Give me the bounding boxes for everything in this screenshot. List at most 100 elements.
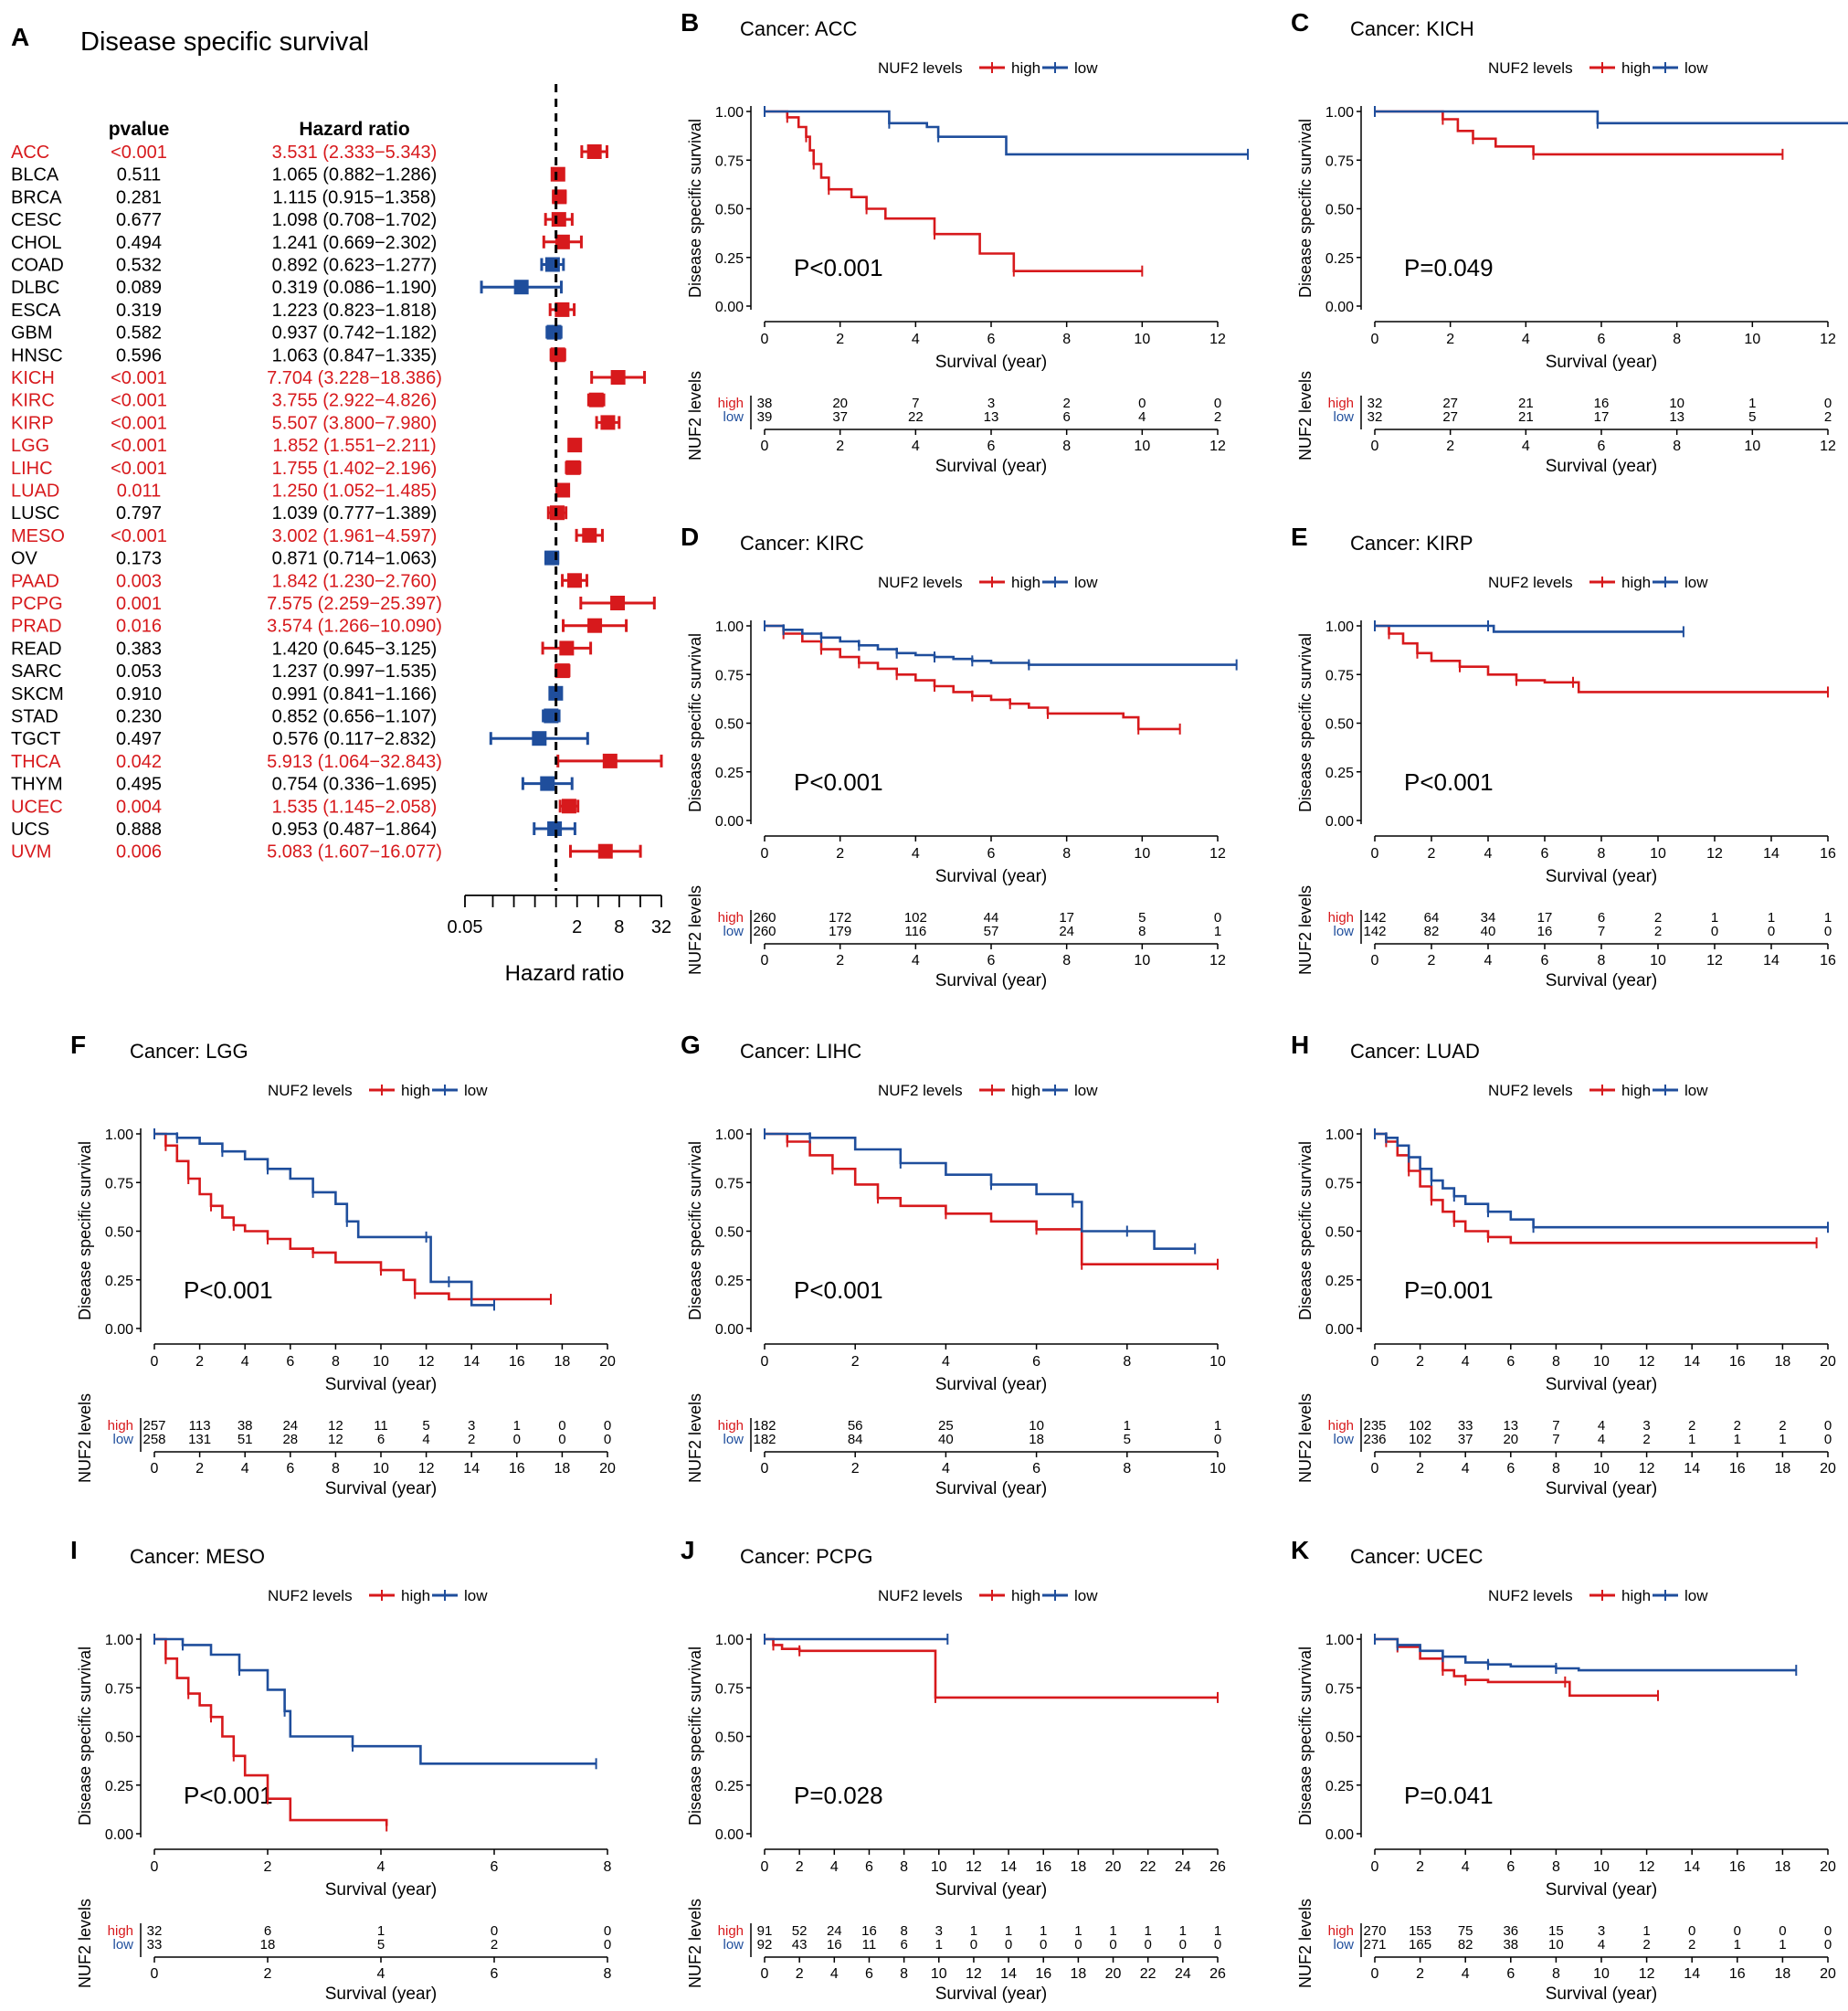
km-x-tick-label: 4 <box>912 332 920 347</box>
km-y-tick-label: 0.50 <box>1325 1731 1354 1746</box>
km-curve-low <box>765 624 1237 666</box>
risk-high-count: 142 <box>1363 910 1386 926</box>
risk-low-count: 0 <box>1824 1937 1832 1953</box>
forest-pvalue: <0.001 <box>111 459 167 479</box>
risk-x-tick-label: 12 <box>966 1966 982 1982</box>
km-x-tick-label: 8 <box>1552 1859 1560 1875</box>
risk-low-count: 6 <box>377 1432 385 1447</box>
forest-estimate-marker <box>555 482 571 498</box>
forest-hr-text: 1.420 (0.645−3.125) <box>272 639 438 659</box>
risk-low-count: 18 <box>260 1937 276 1953</box>
km-x-tick-label: 16 <box>1820 846 1836 862</box>
risk-high-count: 2 <box>1654 910 1662 926</box>
km-x-tick-label: 12 <box>1639 1859 1655 1875</box>
forest-pvalue: 0.383 <box>116 639 162 659</box>
km-y-tick-label: 1.00 <box>1325 1633 1354 1648</box>
forest-hr-text: 0.937 (0.742−1.182) <box>272 323 438 344</box>
risk-low-count: 16 <box>1537 924 1553 939</box>
risk-high-count: 102 <box>1409 1418 1431 1434</box>
km-title: Cancer: LIHC <box>740 1040 861 1063</box>
km-x-tick-label: 2 <box>836 846 844 862</box>
risk-high-count: 13 <box>1503 1418 1518 1434</box>
forest-cancer-label: KICH <box>11 368 55 388</box>
km-y-tick-label: 0.75 <box>715 668 744 683</box>
km-x-tick-label: 0 <box>761 1354 769 1370</box>
km-x-tick-label: 26 <box>1209 1859 1226 1875</box>
forest-estimate-marker <box>550 347 565 363</box>
risk-high-count: 1 <box>1214 1418 1221 1434</box>
risk-low-count: 179 <box>829 924 851 939</box>
forest-hr-text: 1.039 (0.777−1.389) <box>272 503 438 524</box>
km-x-tick-label: 16 <box>509 1354 525 1370</box>
risk-high-count: 91 <box>757 1923 773 1939</box>
risk-high-count: 2 <box>1688 1418 1695 1434</box>
risk-x-tick-label: 20 <box>1105 1966 1122 1982</box>
km-title: Cancer: KICH <box>1350 17 1474 40</box>
km-title: Cancer: UCEC <box>1350 1545 1484 1568</box>
risk-x-tick-label: 18 <box>554 1461 571 1476</box>
risk-x-tick-label: 20 <box>1820 1966 1836 1982</box>
forest-row: PRAD 0.016 3.574 (1.266−10.090) <box>11 617 628 637</box>
forest-row: PCPG 0.001 7.575 (2.259−25.397) <box>11 594 656 614</box>
pvalue-header: pvalue <box>109 119 170 140</box>
forest-row: OV 0.173 0.871 (0.714−1.063) <box>11 549 560 569</box>
risk-x-tick-label: 2 <box>1416 1461 1424 1476</box>
km-curve-high <box>1375 1637 1658 1698</box>
risk-low-count: 0 <box>1824 1432 1832 1447</box>
risk-x-tick-label: 18 <box>1070 1966 1086 1982</box>
risk-low-count: 33 <box>147 1937 163 1953</box>
km-x-tick-label: 2 <box>1416 1354 1424 1370</box>
forest-hr-text: 1.250 (1.052−1.485) <box>272 482 438 502</box>
forest-row: GBM 0.582 0.937 (0.742−1.182) <box>11 323 563 344</box>
risk-low-count: 0 <box>1074 1937 1082 1953</box>
risk-low-count: 5 <box>377 1937 385 1953</box>
forest-pvalue: <0.001 <box>111 413 167 433</box>
risk-x-tick-label: 6 <box>1506 1966 1515 1982</box>
forest-hr-text: 1.223 (0.823−1.818) <box>272 301 438 321</box>
risk-y-label: NUF2 levels <box>1296 1899 1315 1988</box>
km-x-tick-label: 0 <box>761 1859 769 1875</box>
risk-x-tick-label: 10 <box>931 1966 947 1982</box>
risk-high-count: 24 <box>282 1418 298 1434</box>
km-x-label: Survival (year) <box>1546 1375 1657 1394</box>
risk-x-tick-label: 14 <box>463 1461 480 1476</box>
risk-low-label: low <box>723 1432 744 1447</box>
risk-high-count: 6 <box>264 1923 271 1939</box>
legend-title: NUF2 levels <box>878 1587 963 1604</box>
risk-high-count: 4 <box>1598 1418 1605 1434</box>
risk-low-count: 2 <box>1654 924 1662 939</box>
risk-high-count: 3 <box>935 1923 943 1939</box>
risk-x-tick-label: 6 <box>865 1966 873 1982</box>
km-title: Cancer: KIRP <box>1350 532 1473 555</box>
risk-high-count: 1 <box>1074 1923 1082 1939</box>
risk-x-tick-label: 14 <box>1684 1461 1700 1476</box>
km-x-tick-label: 6 <box>491 1859 499 1875</box>
forest-row: UVM 0.006 5.083 (1.607−16.077) <box>11 842 642 863</box>
risk-low-count: 17 <box>1594 409 1610 425</box>
risk-low-count: 6 <box>900 1937 907 1953</box>
risk-x-tick-label: 24 <box>1175 1966 1191 1982</box>
forest-cancer-label: BLCA <box>11 165 59 185</box>
forest-row: TGCT 0.497 0.576 (0.117−2.832) <box>11 729 589 749</box>
risk-x-tick-label: 18 <box>1775 1461 1791 1476</box>
risk-high-count: 1 <box>377 1923 385 1939</box>
risk-x-tick-label: 10 <box>1593 1966 1610 1982</box>
km-y-label: Disease specific survival <box>686 1646 704 1826</box>
km-y-tick-label: 0.50 <box>715 1225 744 1241</box>
risk-high-count: 34 <box>1481 910 1496 926</box>
panel-letter-a: A <box>11 23 29 51</box>
km-x-tick-label: 0 <box>1371 846 1379 862</box>
risk-x-label: Survival (year) <box>325 1985 437 2004</box>
risk-high-label: high <box>1328 1418 1354 1434</box>
forest-cancer-label: MESO <box>11 526 65 546</box>
forest-hr-text: 1.063 (0.847−1.335) <box>272 345 438 365</box>
risk-high-count: 113 <box>189 1418 211 1434</box>
risk-low-count: 32 <box>1368 409 1383 425</box>
forest-hr-text: 0.953 (0.487−1.864) <box>272 820 438 840</box>
risk-low-count: 0 <box>604 1432 611 1447</box>
risk-x-tick-label: 10 <box>373 1461 389 1476</box>
risk-high-count: 33 <box>1458 1418 1473 1434</box>
km-x-tick-label: 2 <box>264 1859 272 1875</box>
forest-cancer-label: PAAD <box>11 571 59 591</box>
risk-high-count: 182 <box>753 1418 776 1434</box>
